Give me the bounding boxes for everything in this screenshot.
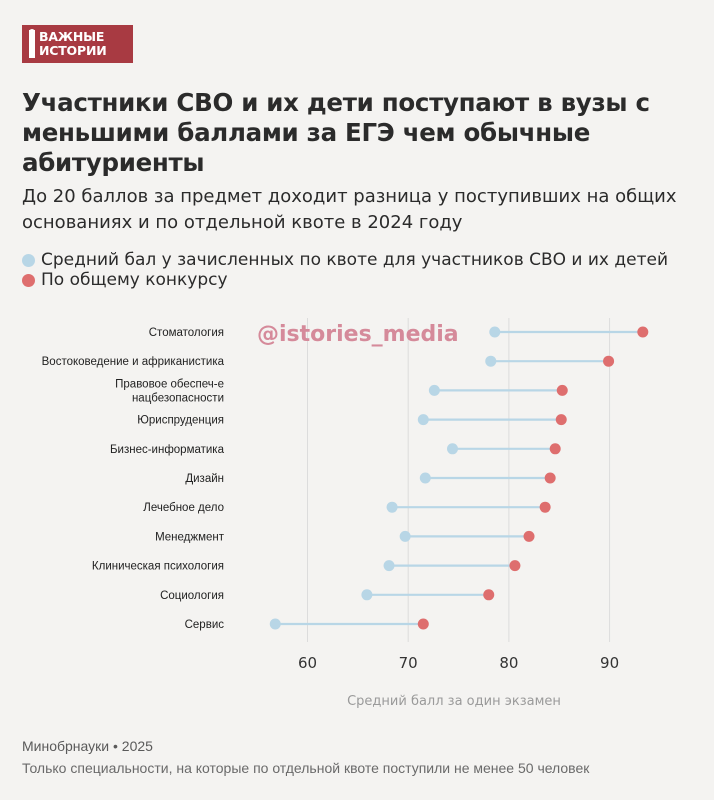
general-point bbox=[539, 501, 551, 513]
category-label: Востоковедение и африканистика bbox=[42, 356, 225, 368]
legend-quota-label: Средний бал у зачисленных по квоте для у… bbox=[41, 250, 669, 270]
category-label: Дизайн bbox=[185, 473, 224, 485]
general-point bbox=[417, 618, 429, 630]
x-tick-label: 80 bbox=[499, 654, 518, 672]
chart-subtitle: До 20 баллов за предмет доходит разница … bbox=[22, 186, 677, 233]
footnote: Только специальности, на которые по отде… bbox=[22, 760, 590, 776]
logo-line-2: ИСТОРИИ bbox=[39, 43, 107, 58]
legend-item-general: По общему конкурсу bbox=[22, 270, 228, 290]
source-note: Минобрнауки • 2025 bbox=[22, 738, 153, 754]
x-axis-label: Средний балл за один экзамен bbox=[347, 694, 561, 709]
quota-point bbox=[485, 355, 497, 367]
legend-item-quota: Средний бал у зачисленных по квоте для у… bbox=[22, 250, 668, 270]
general-point bbox=[556, 384, 568, 396]
category-label: Клиническая психология bbox=[92, 561, 224, 573]
general-point bbox=[549, 443, 561, 455]
general-point bbox=[523, 530, 535, 542]
category-label: Лечебное дело bbox=[143, 502, 224, 514]
quota-point bbox=[446, 443, 458, 455]
category-label: Бизнес-информатика bbox=[110, 444, 225, 456]
brand-logo: ВАЖНЫЕ ИСТОРИИ bbox=[22, 25, 133, 63]
quota-point bbox=[386, 501, 398, 513]
watermark-handle: @istories_media bbox=[257, 322, 459, 347]
category-label: Социология bbox=[160, 590, 224, 602]
quota-point bbox=[489, 326, 501, 338]
general-point bbox=[555, 414, 567, 426]
x-tick-label: 60 bbox=[298, 654, 317, 672]
general-point bbox=[637, 326, 649, 338]
x-tick-label: 70 bbox=[399, 654, 418, 672]
category-label: Менеджмент bbox=[155, 531, 225, 543]
category-label: нацбезопасности bbox=[132, 392, 224, 404]
general-point bbox=[603, 355, 615, 367]
chart-title: Участники СВО и их дети поступают в вузы… bbox=[22, 88, 650, 177]
quota-point bbox=[269, 618, 281, 630]
x-tick-label: 90 bbox=[600, 654, 619, 672]
quota-point bbox=[361, 589, 373, 601]
general-point bbox=[544, 472, 556, 484]
quota-point bbox=[428, 384, 440, 396]
legend-quota-marker bbox=[22, 253, 35, 267]
category-label: Правовое обеспеч-е bbox=[115, 378, 224, 390]
logo-i-icon bbox=[29, 29, 35, 58]
legend-general-label: По общему конкурсу bbox=[41, 270, 228, 290]
category-label: Юриспруденция bbox=[137, 415, 224, 427]
category-label: Стоматология bbox=[149, 327, 224, 339]
logo-line-1: ВАЖНЫЕ bbox=[39, 29, 105, 44]
legend-general-marker bbox=[22, 273, 35, 287]
general-point bbox=[509, 560, 521, 572]
general-point bbox=[483, 589, 495, 601]
quota-point bbox=[419, 472, 431, 484]
quota-point bbox=[399, 530, 411, 542]
category-label: Сервис bbox=[185, 619, 225, 631]
quota-point bbox=[417, 414, 429, 426]
quota-point bbox=[383, 560, 395, 572]
